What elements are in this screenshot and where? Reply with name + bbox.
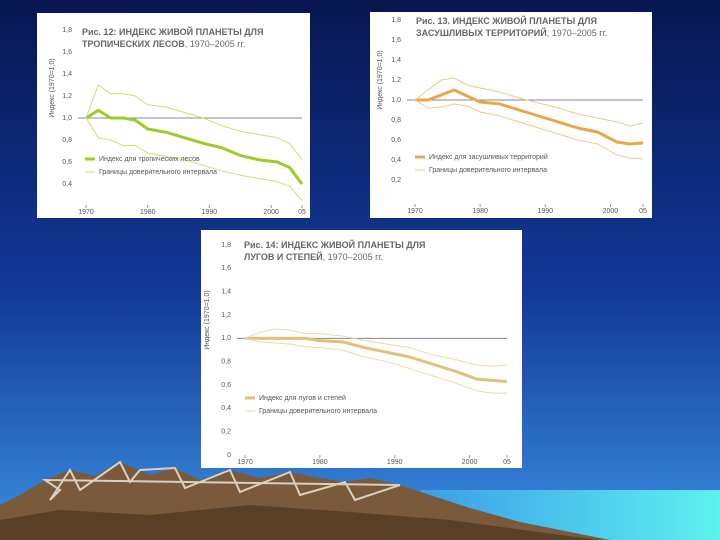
y-tick-label: 0,4	[221, 405, 231, 412]
chart: 0,2 0,4 0,6 0,8 1,0 1,2 1,4 1,6 1,8 1970 1980 1990 2…	[370, 12, 652, 218]
chart: 0,4 0,6 0,8 1,0 1,2 1,4 1,6 1,8 1970 1980 1990 2000…	[37, 13, 310, 218]
chart-title: Рис. 12: ИНДЕКС ЖИВОЙ ПЛАНЕТЫ ДЛЯ	[82, 26, 263, 37]
legend-label: Границы доверительного интервала	[99, 169, 217, 176]
series-line	[245, 336, 508, 383]
y-tick-label: 1,2	[62, 93, 72, 100]
y-tick-label: 0,8	[221, 359, 231, 366]
x-tick-label: 1970	[237, 459, 253, 466]
chart-title-line: Рис. 12: ИНДЕКС ЖИВОЙ ПЛАНЕТЫ ДЛЯ	[82, 26, 263, 37]
y-tick-label: 0	[227, 452, 231, 459]
y-tick-label: 1,4	[221, 289, 231, 296]
y-tick-label: 0,2	[221, 429, 231, 436]
foothills	[0, 505, 600, 540]
y-tick-label: 1,8	[221, 242, 231, 249]
chart-title: ТРОПИЧЕСКИХ ЛЕСОВ, 1970–2005 гг.	[82, 39, 245, 49]
y-tick-label: 1,2	[221, 312, 231, 319]
y-axis-label: Индекс (1970=1,0)	[204, 290, 211, 350]
series-line	[414, 77, 644, 127]
legend-label: Индекс для лугов и степей	[259, 394, 346, 402]
y-tick-label: 1,6	[391, 37, 401, 44]
chart-subtitle: , 1970–2005 гг.	[185, 39, 246, 49]
chart-subtitle: , 1970–2005 гг.	[547, 28, 608, 38]
series-line	[85, 84, 303, 161]
y-axis-label: Индекс (1970=1,0)	[377, 50, 384, 110]
chart-title: Рис. 13. ИНДЕКС ЖИВОЙ ПЛАНЕТЫ ДЛЯ	[416, 15, 597, 26]
y-tick-label: 0,6	[391, 137, 401, 144]
x-tick-label: 1980	[140, 209, 156, 216]
x-tick-label: 1980	[312, 459, 328, 466]
series-line	[244, 328, 508, 367]
x-tick-label: 1980	[472, 208, 488, 215]
series-line	[415, 88, 644, 146]
y-tick-label: 1,4	[62, 71, 72, 78]
y-tick-label: 1,0	[62, 115, 72, 122]
x-tick-label: 1970	[78, 209, 94, 216]
chart-subtitle: , 1970–2005 гг.	[323, 252, 384, 262]
y-tick-label: 0,8	[391, 117, 401, 124]
y-tick-label: 1,8	[391, 17, 401, 24]
x-tick-label: 2000	[603, 208, 619, 215]
y-tick-label: 1,8	[62, 27, 72, 34]
x-tick-label: 2000	[462, 459, 478, 466]
x-tick-label: 05	[503, 459, 511, 466]
chart-title: ЗАСУШЛИВЫХ ТЕРРИТОРИЙ, 1970–2005 гг.	[416, 27, 607, 38]
chart-title: ЛУГОВ И СТЕПЕЙ, 1970–2005 гг.	[244, 251, 383, 262]
legend-label: Индекс для засушливых территорий	[429, 153, 548, 161]
x-tick-label: 1990	[387, 459, 403, 466]
y-tick-label: 0,6	[221, 382, 231, 389]
legend-label: Границы доверительного интервала	[259, 408, 377, 415]
chart-title-line: ТРОПИЧЕСКИХ ЛЕСОВ	[82, 39, 185, 49]
x-tick-label: 1970	[407, 208, 423, 215]
x-tick-label: 05	[639, 208, 647, 215]
y-tick-label: 0,4	[62, 181, 72, 188]
chart-title-line: ЗАСУШЛИВЫХ ТЕРРИТОРИЙ	[416, 27, 547, 38]
legend-label: Границы доверительного интервала	[429, 167, 547, 174]
chart-title-line: Рис. 14: ИНДЕКС ЖИВОЙ ПЛАНЕТЫ ДЛЯ	[244, 239, 425, 250]
y-tick-label: 1,0	[391, 97, 401, 104]
chart: 0 0,2 0,4 0,6 0,8 1,0 1,2 1,4 1,6 1,8 1970 1980 1990…	[201, 230, 522, 468]
x-tick-label: 2000	[263, 209, 279, 216]
snow-ridges	[41, 460, 401, 502]
chart-panel	[201, 230, 522, 468]
x-tick-label: 1990	[202, 209, 218, 216]
y-tick-label: 0,6	[62, 159, 72, 166]
x-tick-label: 1990	[537, 208, 553, 215]
chart-title-line: ЛУГОВ И СТЕПЕЙ	[244, 251, 323, 262]
series-line	[85, 117, 303, 201]
y-tick-label: 0,8	[62, 137, 72, 144]
y-tick-label: 1,6	[62, 49, 72, 56]
charts: 0,4 0,6 0,8 1,0 1,2 1,4 1,6 1,8 1970 1980 1990 2000…	[37, 12, 652, 468]
y-tick-label: 1,6	[221, 265, 231, 272]
y-tick-label: 1,4	[391, 57, 401, 64]
y-axis-label: Индекс (1970=1,0)	[49, 58, 56, 118]
x-tick-label: 05	[298, 209, 306, 216]
series-line	[85, 108, 304, 185]
y-tick-label: 0,2	[391, 177, 401, 184]
chart-panel	[370, 12, 652, 218]
y-tick-label: 1,2	[391, 77, 401, 84]
chart-title-line: Рис. 13. ИНДЕКС ЖИВОЙ ПЛАНЕТЫ ДЛЯ	[416, 15, 597, 26]
series-line	[244, 337, 507, 394]
y-tick-label: 1,0	[221, 335, 231, 342]
series-line	[414, 99, 644, 160]
y-tick-label: 0,4	[391, 157, 401, 164]
chart-title: Рис. 14: ИНДЕКС ЖИВОЙ ПЛАНЕТЫ ДЛЯ	[244, 239, 425, 250]
chart-panel	[37, 13, 310, 218]
legend-label: Индекс для тропических лесов	[99, 156, 200, 163]
